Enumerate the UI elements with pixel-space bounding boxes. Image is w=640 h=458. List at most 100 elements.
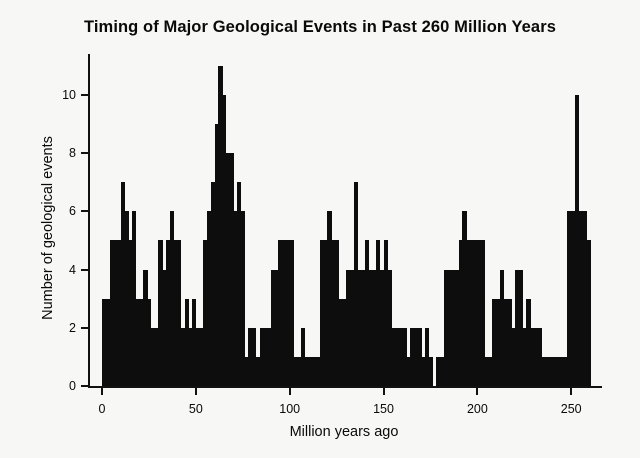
bar [244,356,249,386]
bar [180,327,186,386]
bar [278,240,283,386]
bar [334,240,340,386]
bar [312,356,317,386]
bar [117,240,122,386]
bar [387,269,392,386]
bar [297,356,302,386]
bar [406,356,411,386]
bar [124,211,129,386]
bar [255,356,261,386]
bar [248,327,253,386]
y-tick-label: 8 [69,146,76,161]
y-tick-label: 6 [69,204,76,219]
bar [582,211,587,386]
bar [237,182,242,386]
bar [379,269,385,386]
bar [102,298,107,386]
bar [409,327,415,386]
bar [499,269,505,386]
bar [184,298,189,386]
bar [548,356,554,386]
bar [481,240,486,386]
bar [222,94,227,386]
bar [105,298,111,386]
bar [454,269,460,386]
bar [353,182,358,386]
bar [315,356,321,386]
bar [477,240,482,386]
bar [578,211,584,386]
bar [559,356,565,386]
y-tick-label: 4 [69,262,76,277]
bar [293,356,298,386]
bar [233,211,238,386]
plot-area: 0 2 4 6 8 10 0 50 100 150 200 250 [62,54,602,416]
bar [259,327,264,386]
bar [518,269,524,386]
bar [173,240,178,386]
bar [214,123,219,386]
bar [361,269,366,386]
bar [514,269,520,386]
x-tick-mark [288,388,291,395]
y-tick-mark [81,268,88,271]
bar [203,240,208,386]
bar [541,356,546,386]
bar [458,240,463,386]
bar [143,269,148,386]
y-tick-label: 0 [69,379,76,393]
bar [346,269,351,386]
x-tick-label: 200 [466,402,488,416]
bar [533,327,539,386]
bar [522,327,527,386]
bar [169,211,174,386]
bar [466,240,471,386]
bar [270,269,276,386]
bar [402,327,407,386]
bar [529,327,535,386]
bar [586,240,591,386]
bar [488,356,493,386]
x-tick-mark [476,388,479,395]
bar [330,240,336,386]
bar [319,240,325,386]
bar [263,327,268,386]
chart-title: Timing of Major Geological Events in Pas… [83,18,556,36]
x-tick-label: 150 [373,402,394,416]
y-tick-label: 2 [69,320,76,335]
bar [443,269,448,386]
bar [285,240,291,386]
x-tick-mark [570,388,573,395]
x-tick-label: 50 [188,402,203,416]
bar [338,298,343,386]
bar [376,240,381,386]
bar [188,327,193,386]
bar [207,211,212,386]
bar [282,240,287,386]
bar [364,240,370,386]
bar [199,327,204,386]
bar [147,298,152,386]
bar [556,356,561,386]
bar [496,298,501,386]
bar [428,356,433,386]
bar [421,356,426,386]
bar [289,240,295,386]
bar [158,240,163,386]
y-tick-mark [81,210,88,213]
bar [544,356,550,386]
bar [327,211,332,386]
bar [113,240,118,386]
bar [357,269,362,386]
x-tick-mark [101,388,103,395]
y-tick-mark [81,152,88,155]
bar [240,211,246,386]
bar [128,240,133,386]
bar [473,240,478,386]
bar [109,240,114,386]
x-tick-label: 0 [98,402,106,416]
bar [567,211,572,386]
bar [469,240,475,386]
bar [391,327,396,386]
